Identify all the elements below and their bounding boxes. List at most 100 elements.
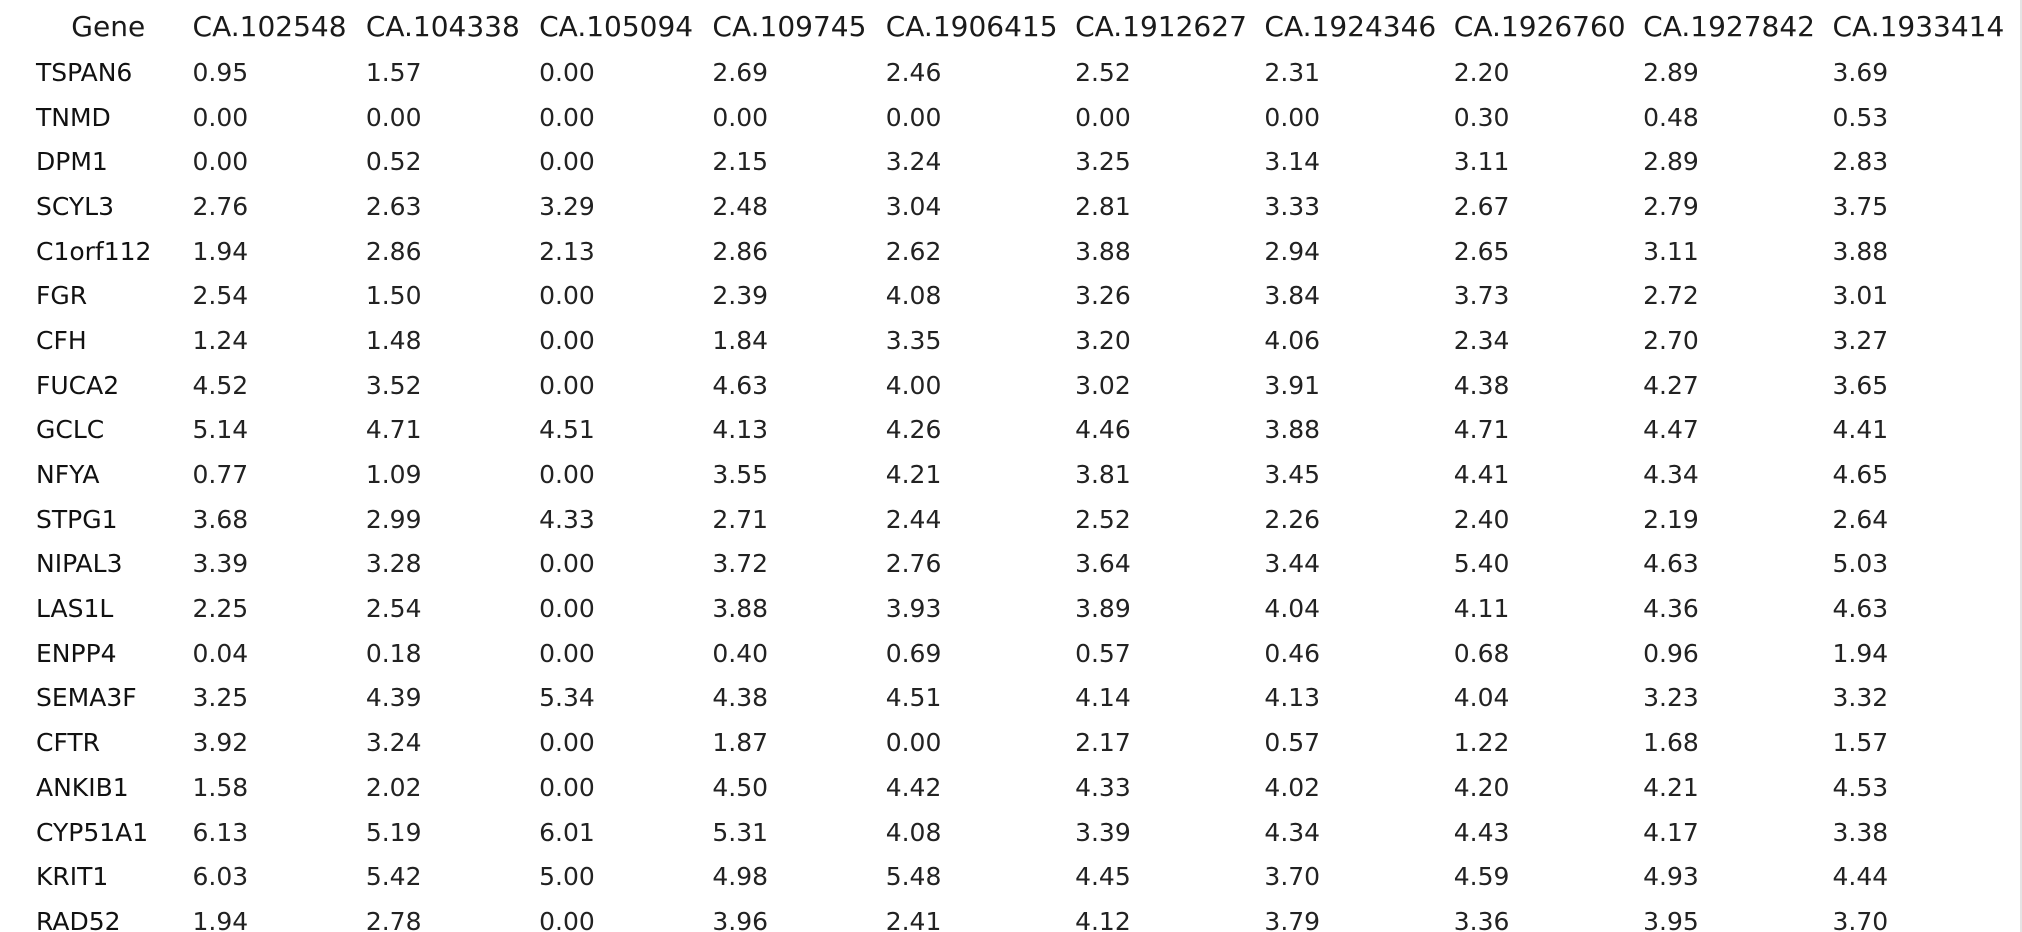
expression-value-cell: 3.73 [1453, 281, 1510, 311]
scrollbar-edge [2020, 0, 2022, 932]
table-row[interactable]: TNMD 0.00 0.00 0.00 0.00 0.00 0.00 0.00 0.30 0.48… [36, 95, 2022, 140]
expression-value-cell: 2.52 [1075, 504, 1131, 534]
gene-name-cell: ENPP4 [36, 638, 117, 668]
table-row[interactable]: RAD52 1.94 2.78 0.00 3.96 2.41 4.12 3.79 3.36 3.9… [36, 899, 2022, 932]
gene-name-cell: NFYA [36, 460, 100, 490]
expression-value-cell: 3.36 [1453, 906, 1510, 932]
expression-value-cell: 2.02 [365, 772, 422, 802]
expression-value-cell: 3.11 [1643, 236, 1699, 266]
expression-value-cell: 6.13 [192, 817, 249, 847]
expression-value-cell: 3.89 [1075, 594, 1131, 624]
expression-value-cell: 1.22 [1453, 728, 1510, 758]
expression-value-cell: 3.39 [192, 549, 249, 579]
table-row[interactable]: GCLC 5.14 4.71 4.51 4.13 4.26 4.46 3.88 4.71 4.47… [36, 408, 2022, 453]
table-row[interactable]: CYP51A1 6.13 5.19 6.01 5.31 4.08 3.39 4.34 4.43 4… [36, 810, 2022, 855]
expression-value-cell: 4.34 [1643, 460, 1699, 490]
expression-value-cell: 0.00 [1075, 102, 1131, 132]
expression-value-cell: 0.04 [192, 638, 249, 668]
expression-value-cell: 1.57 [1832, 728, 1889, 758]
column-header-sample[interactable]: CA.1924346 [1264, 10, 1437, 43]
column-header-sample[interactable]: CA.1926760 [1453, 10, 1626, 43]
expression-value-cell: 0.18 [365, 638, 422, 668]
expression-value-cell: 4.13 [1264, 683, 1321, 713]
table-row[interactable]: LAS1L 2.25 2.54 0.00 3.88 3.93 3.89 4.04 4.11 4.3… [36, 586, 2022, 631]
expression-value-cell: 3.88 [1075, 236, 1131, 266]
gene-name-cell: FGR [36, 281, 88, 311]
expression-value-cell: 0.57 [1075, 638, 1131, 668]
column-header-sample[interactable]: CA.105094 [539, 10, 694, 43]
expression-value-cell: 0.00 [539, 638, 595, 668]
expression-value-cell: 2.15 [712, 147, 769, 177]
table-row[interactable]: NFYA 0.77 1.09 0.00 3.55 4.21 3.81 3.45 4.41 4.34… [36, 452, 2022, 497]
expression-value-cell: 1.94 [1832, 638, 1889, 668]
expression-value-cell: 3.33 [1264, 191, 1321, 221]
expression-value-cell: 0.00 [1264, 102, 1321, 132]
expression-value-cell: 3.25 [192, 683, 249, 713]
column-header-sample[interactable]: CA.1927842 [1643, 10, 1815, 43]
column-header-sample[interactable]: CA.102548 [192, 10, 347, 43]
expression-value-cell: 0.00 [539, 102, 595, 132]
table-row[interactable]: KRIT1 6.03 5.42 5.00 4.98 5.48 4.45 3.70 4.59 4.9… [36, 854, 2022, 899]
expression-value-cell: 6.03 [192, 862, 249, 892]
table-row[interactable]: SEMA3F 3.25 4.39 5.34 4.38 4.51 4.14 4.13 4.04 3.… [36, 676, 2022, 721]
expression-value-cell: 0.00 [539, 325, 595, 355]
expression-value-cell: 0.00 [712, 102, 769, 132]
expression-value-cell: 2.64 [1832, 504, 1889, 534]
expression-value-cell: 2.86 [712, 236, 769, 266]
expression-value-cell: 5.40 [1453, 549, 1510, 579]
table-row[interactable]: DPM1 0.00 0.52 0.00 2.15 3.24 3.25 3.14 3.11 2.89… [36, 139, 2022, 184]
expression-value-cell: 3.27 [1832, 325, 1889, 355]
expression-value-cell: 2.48 [712, 191, 769, 221]
expression-value-cell: 0.00 [539, 594, 595, 624]
expression-value-cell: 4.51 [885, 683, 942, 713]
expression-value-cell: 2.81 [1075, 191, 1131, 221]
expression-value-cell: 4.39 [365, 683, 422, 713]
column-header-sample[interactable]: CA.104338 [365, 10, 520, 43]
expression-value-cell: 2.26 [1264, 504, 1321, 534]
expression-value-cell: 0.00 [192, 147, 249, 177]
expression-value-cell: 4.53 [1832, 772, 1889, 802]
expression-value-cell: 0.00 [885, 102, 942, 132]
table-row[interactable]: ANKIB1 1.58 2.02 0.00 4.50 4.42 4.33 4.02 4.20 4.… [36, 765, 2022, 810]
expression-value-cell: 3.44 [1264, 549, 1321, 579]
expression-value-cell: 2.94 [1264, 236, 1321, 266]
expression-value-cell: 4.11 [1453, 594, 1510, 624]
table-row[interactable]: ENPP4 0.04 0.18 0.00 0.40 0.69 0.57 0.46 0.68 0.9… [36, 631, 2022, 676]
expression-value-cell: 1.87 [712, 728, 769, 758]
table-row[interactable]: C1orf112 1.94 2.86 2.13 2.86 2.62 3.88 2.94 2.65… [36, 229, 2022, 274]
expression-value-cell: 4.20 [1453, 772, 1510, 802]
gene-name-cell: CYP51A1 [36, 817, 149, 847]
table-row[interactable]: FGR 2.54 1.50 0.00 2.39 4.08 3.26 3.84 3.73 2.72 3… [36, 273, 2022, 318]
table-row[interactable]: CFTR 3.92 3.24 0.00 1.87 0.00 2.17 0.57 1.22 1.68… [36, 720, 2022, 765]
expression-value-cell: 0.00 [539, 549, 595, 579]
column-header-gene[interactable]: Gene [71, 10, 146, 43]
table-row[interactable]: CFH 1.24 1.48 0.00 1.84 3.35 3.20 4.06 2.34 2.70 3… [36, 318, 2022, 363]
gene-name-cell: KRIT1 [36, 862, 109, 892]
expression-value-cell: 2.52 [1075, 57, 1131, 87]
expression-value-cell: 0.48 [1643, 102, 1699, 132]
expression-value-cell: 2.54 [365, 594, 422, 624]
table-row[interactable]: TSPAN6 0.95 1.57 0.00 2.69 2.46 2.52 2.31 2.20 2.… [36, 50, 2022, 95]
expression-value-cell: 4.00 [885, 370, 942, 400]
expression-value-cell: 5.19 [365, 817, 422, 847]
table-body: TSPAN6 0.95 1.57 0.00 2.69 2.46 2.52 2.31 2.20 2.… [36, 50, 2022, 932]
table-row[interactable]: NIPAL3 3.39 3.28 0.00 3.72 2.76 3.64 3.44 5.40 4.… [36, 542, 2022, 587]
column-header-sample[interactable]: CA.1912627 [1075, 10, 1247, 43]
expression-value-cell: 5.03 [1832, 549, 1889, 579]
expression-value-cell: 3.45 [1264, 460, 1321, 490]
expression-value-cell: 4.38 [1453, 370, 1510, 400]
expression-value-cell: 4.71 [365, 415, 422, 445]
column-header-sample[interactable]: CA.109745 [712, 10, 867, 43]
column-header-sample[interactable]: CA.1906415 [885, 10, 1058, 43]
table-row[interactable]: FUCA2 4.52 3.52 0.00 4.63 4.00 3.02 3.91 4.38 4.2… [36, 363, 2022, 408]
expression-value-cell: 0.00 [539, 370, 595, 400]
column-header-sample[interactable]: CA.1933414 [1832, 10, 2005, 43]
expression-value-cell: 1.57 [365, 57, 422, 87]
table-row[interactable]: SCYL3 2.76 2.63 3.29 2.48 3.04 2.81 3.33 2.67 2.7… [36, 184, 2022, 229]
expression-value-cell: 1.84 [712, 325, 769, 355]
expression-value-cell: 3.96 [712, 906, 769, 932]
expression-value-cell: 2.71 [712, 504, 769, 534]
expression-value-cell: 0.00 [539, 906, 595, 932]
table-row[interactable]: STPG1 3.68 2.99 4.33 2.71 2.44 2.52 2.26 2.40 2.1… [36, 497, 2022, 542]
